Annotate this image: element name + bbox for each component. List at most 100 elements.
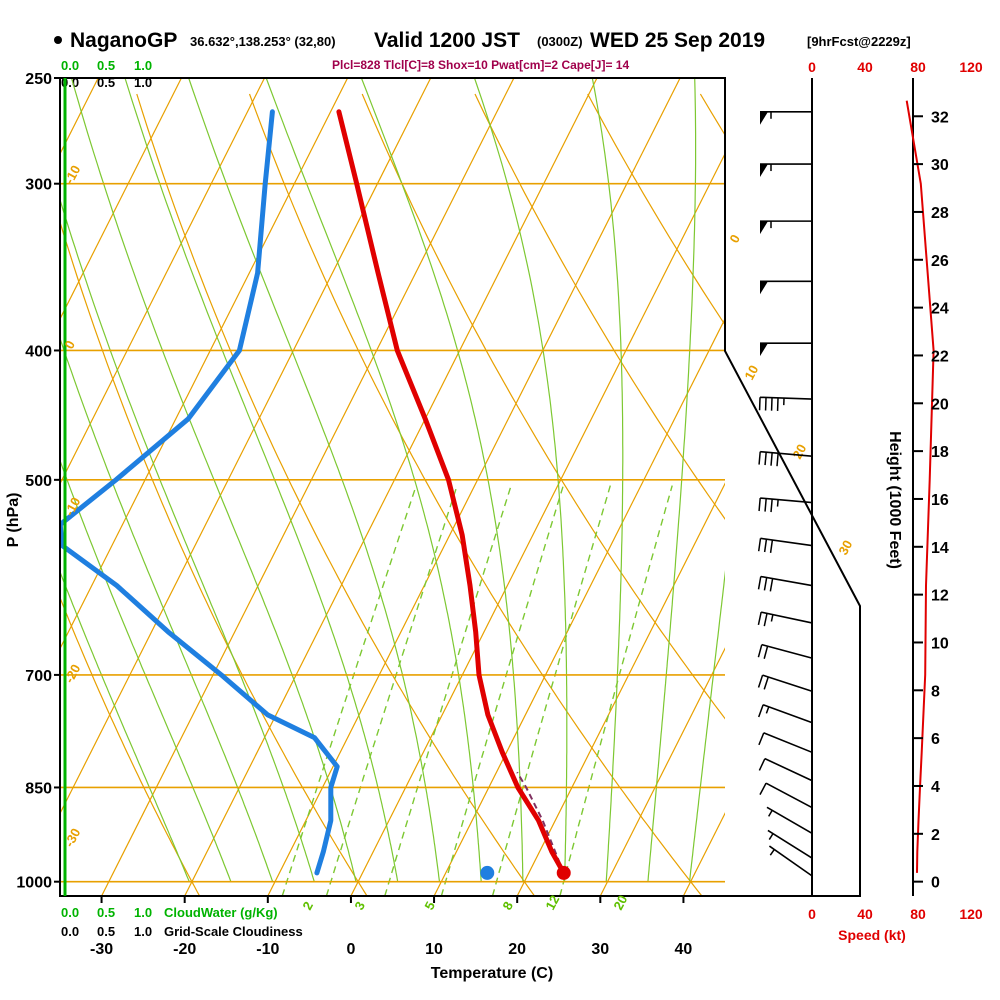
wind-barb-1 <box>760 163 812 178</box>
speed-tick-top-80: 80 <box>910 59 926 75</box>
height-tick-8: 8 <box>931 683 940 700</box>
height-profile-trace <box>905 100 935 873</box>
temperature-tick-20: 20 <box>508 941 526 958</box>
temperature-axis-label: Temperature (C) <box>431 965 553 982</box>
bottom-cloud-scales: 0.0 0.5 1.0 CloudWater (g/Kg) 0.0 0.5 1.… <box>61 905 303 939</box>
pressure-tick-500: 500 <box>25 473 52 490</box>
wind-barb-8 <box>757 537 813 553</box>
pressure-tick-700: 700 <box>25 668 52 685</box>
height-tick-18: 18 <box>931 444 949 461</box>
station-marker-icon <box>54 36 62 44</box>
speed-ticks-top: 0 40 80 120 <box>808 59 983 75</box>
cloudwater-axis-label: CloudWater (g/Kg) <box>164 905 278 920</box>
isotherm--50 <box>60 78 349 650</box>
moist-adiabat-0 <box>70 78 357 882</box>
height-tick-0: 0 <box>931 875 940 892</box>
wind-barb-0 <box>760 110 812 125</box>
moist-adiabat--20 <box>60 570 190 882</box>
temperature-tick--10: -10 <box>256 941 279 958</box>
cloudwater-top-tick-0: 0.0 <box>61 58 79 73</box>
wind-barb-9 <box>757 575 813 592</box>
wind-barb-7 <box>758 497 813 513</box>
wind-barb-10 <box>757 611 813 627</box>
mixing-ratio-5 <box>384 485 512 896</box>
height-axis-label: Height (1000 Feet) <box>886 431 903 569</box>
moist-adiabat-lines <box>60 78 725 882</box>
moist-adiabat-30 <box>591 78 624 882</box>
surface-dewpoint-marker <box>480 865 495 880</box>
pressure-tick-300: 300 <box>25 177 52 194</box>
temperature-tick-30: 30 <box>591 941 609 958</box>
height-tick-28: 28 <box>931 205 949 222</box>
speed-ticks-bottom: 0 40 80 120 <box>808 906 983 922</box>
height-tick-24: 24 <box>931 301 949 318</box>
wind-barb-3 <box>760 280 812 295</box>
forecast-info: [9hrFcst@2229z] <box>807 34 911 49</box>
dry-adiabat-label-right-1: 10 <box>741 363 761 383</box>
cloudwater-top-tick-2: 1.0 <box>134 58 152 73</box>
speed-tick-bottom-120: 120 <box>959 906 983 922</box>
surface-temperature-marker <box>556 865 571 880</box>
pressure-tick-400: 400 <box>25 343 52 360</box>
isotherm--60 <box>60 78 266 486</box>
speed-tick-top-120: 120 <box>959 59 983 75</box>
isotherm--10 <box>267 78 681 896</box>
dry-adiabat-0 <box>60 220 368 896</box>
wind-barb-18 <box>767 829 813 859</box>
height-axis-line <box>912 78 914 896</box>
isotherm-30 <box>599 647 725 896</box>
dry-adiabat-label-right-2: 20 <box>789 442 809 462</box>
isotherm-10 <box>433 317 725 896</box>
height-tick-4: 4 <box>931 779 940 796</box>
pressure-tick-250: 250 <box>25 71 52 88</box>
header: NaganoGP 36.632°,138.253° (32,80) Valid … <box>54 29 911 72</box>
mixing-ratio-label-20: 20 <box>610 893 630 913</box>
height-tick-16: 16 <box>931 492 949 509</box>
moist-adiabat-15 <box>265 78 482 882</box>
station-coords: 36.632°,138.253° (32,80) <box>190 34 336 49</box>
moist-adiabat-20 <box>360 78 524 882</box>
moist-adiabat--15 <box>60 458 232 882</box>
dry-adiabat-60 <box>361 93 725 720</box>
dry-adiabat-100 <box>587 93 725 326</box>
height-tick-32: 32 <box>931 109 949 126</box>
height-tick-10: 10 <box>931 635 949 652</box>
wind-barb-2 <box>760 220 812 235</box>
isotherm-20 <box>516 482 725 896</box>
mixing-ratio-3 <box>325 485 458 896</box>
cloudwater-bottom-tick-2: 1.0 <box>134 905 152 920</box>
speed-tick-bottom-80: 80 <box>910 906 926 922</box>
isotherm--30 <box>101 78 515 896</box>
pressure-tick-labels: 250 300 400 500 700 850 1000 <box>16 71 60 892</box>
temperature-tick-40: 40 <box>675 941 693 958</box>
stats-line: Plcl=828 Tlcl[C]=8 Shox=10 Pwat[cm]=2 Ca… <box>332 58 629 72</box>
wind-barb-4 <box>760 342 812 357</box>
surface-markers <box>480 865 571 880</box>
speed-tick-top-0: 0 <box>808 59 816 75</box>
speed-tick-bottom-0: 0 <box>808 906 816 922</box>
mixing-ratio-2 <box>281 485 417 896</box>
isotherm--70 <box>60 78 182 321</box>
height-tick-2: 2 <box>931 827 940 844</box>
isobar-lines <box>60 78 725 883</box>
wind-barb-17 <box>766 806 813 835</box>
cloudwater-bottom-tick-1: 0.5 <box>97 905 115 920</box>
wind-barb-15 <box>758 757 813 782</box>
cloudiness-bottom-tick-2: 1.0 <box>134 924 152 939</box>
dry-adiabat-20 <box>136 93 535 896</box>
height-tick-26: 26 <box>931 253 949 270</box>
temperature-trace <box>336 109 567 876</box>
moist-adiabat-40 <box>688 570 725 882</box>
moist-adiabat-5 <box>124 78 399 882</box>
moist-adiabat--10 <box>60 336 274 882</box>
speed-tick-top-40: 40 <box>857 59 873 75</box>
cloudiness-bottom-tick-0: 0.0 <box>61 924 79 939</box>
mixing-ratio-lines <box>281 485 673 896</box>
valid-time-z: (0300Z) <box>537 34 583 49</box>
isotherm--20 <box>184 78 598 896</box>
wind-barb-6 <box>758 450 813 467</box>
